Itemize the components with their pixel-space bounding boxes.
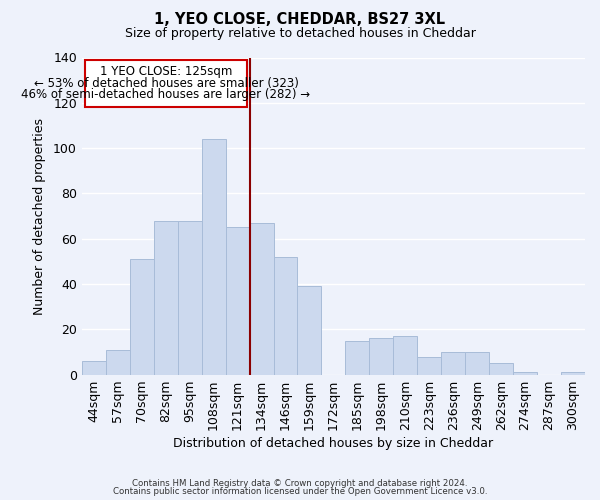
Bar <box>417 356 441 374</box>
Bar <box>489 364 513 374</box>
Text: 1 YEO CLOSE: 125sqm: 1 YEO CLOSE: 125sqm <box>100 66 232 78</box>
Bar <box>85 60 247 108</box>
Y-axis label: Number of detached properties: Number of detached properties <box>33 118 46 314</box>
Bar <box>106 350 130 374</box>
Bar <box>346 340 370 374</box>
Bar <box>370 338 394 374</box>
Bar <box>298 286 322 374</box>
Bar <box>465 352 489 374</box>
Text: ← 53% of detached houses are smaller (323): ← 53% of detached houses are smaller (32… <box>34 77 298 90</box>
Text: Size of property relative to detached houses in Cheddar: Size of property relative to detached ho… <box>125 28 475 40</box>
Bar <box>250 223 274 374</box>
Text: Contains public sector information licensed under the Open Government Licence v3: Contains public sector information licen… <box>113 487 487 496</box>
Bar <box>202 139 226 374</box>
Bar <box>561 372 585 374</box>
Bar <box>154 220 178 374</box>
X-axis label: Distribution of detached houses by size in Cheddar: Distribution of detached houses by size … <box>173 437 493 450</box>
Bar <box>394 336 417 374</box>
Bar <box>274 257 298 374</box>
Bar <box>82 361 106 374</box>
Text: 46% of semi-detached houses are larger (282) →: 46% of semi-detached houses are larger (… <box>22 88 311 101</box>
Bar <box>513 372 537 374</box>
Bar <box>178 220 202 374</box>
Bar <box>441 352 465 374</box>
Text: Contains HM Land Registry data © Crown copyright and database right 2024.: Contains HM Land Registry data © Crown c… <box>132 478 468 488</box>
Bar <box>130 259 154 374</box>
Text: 1, YEO CLOSE, CHEDDAR, BS27 3XL: 1, YEO CLOSE, CHEDDAR, BS27 3XL <box>154 12 446 28</box>
Bar <box>226 228 250 374</box>
